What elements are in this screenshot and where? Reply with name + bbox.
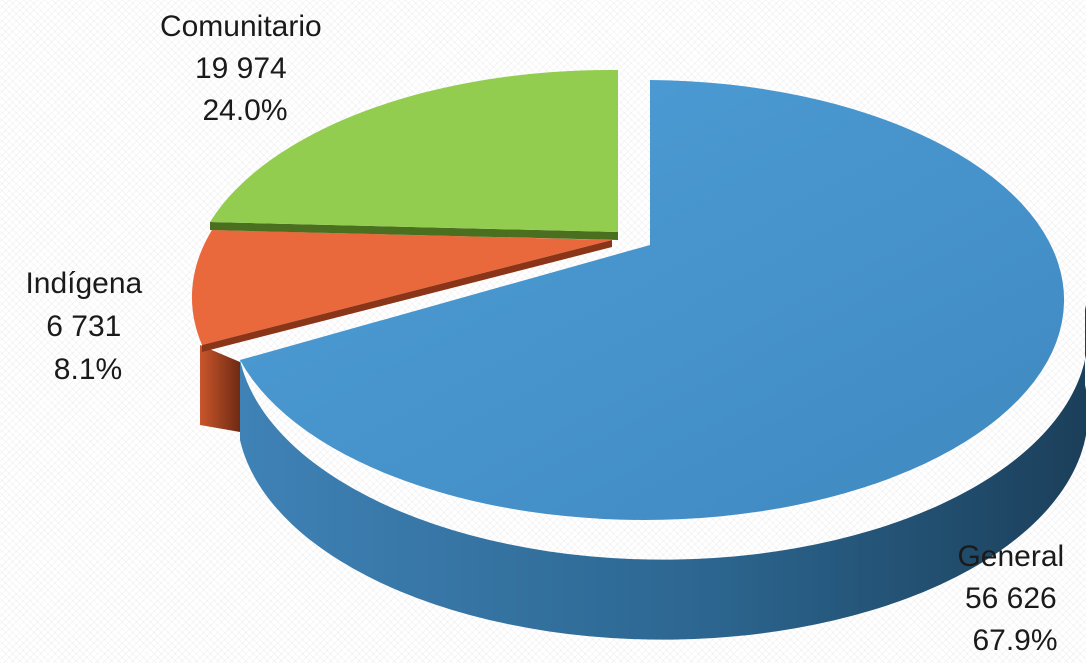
label-comunitario: Comunitario 19 974 24.0% (160, 10, 330, 127)
label-general: General 56 626 67.9% (957, 540, 1072, 657)
slice-indigena-side (200, 345, 240, 432)
label-indigena: Indígena 6 731 8.1% (25, 267, 150, 386)
